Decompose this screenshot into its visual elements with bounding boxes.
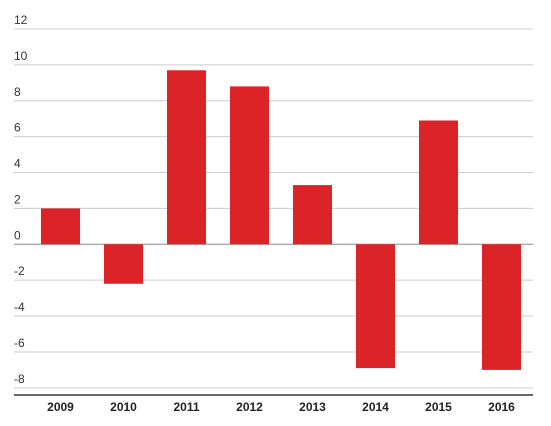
bar — [355, 244, 396, 369]
y-tick-label: 2 — [14, 192, 21, 206]
bar — [418, 120, 459, 245]
x-tick-label: 2015 — [425, 400, 452, 414]
y-tick-label: -8 — [14, 372, 25, 386]
bar — [40, 208, 81, 245]
bar — [166, 70, 207, 245]
y-tick-label: -6 — [14, 336, 25, 350]
y-tick-label: -4 — [14, 300, 25, 314]
x-tick-label: 2016 — [488, 400, 515, 414]
bar — [103, 244, 144, 284]
bar — [292, 185, 333, 245]
x-tick-label: 2014 — [362, 400, 389, 414]
y-tick-label: 4 — [14, 157, 21, 171]
y-tick-label: 12 — [14, 13, 28, 27]
y-tick-label: -2 — [14, 264, 25, 278]
y-tick-label: 8 — [14, 85, 21, 99]
x-tick-label: 2009 — [47, 400, 74, 414]
x-tick-label: 2010 — [110, 400, 137, 414]
bar — [481, 244, 522, 370]
y-tick-label: 10 — [14, 49, 28, 63]
y-tick-label: 0 — [14, 228, 21, 242]
y-tick-label: 6 — [14, 121, 21, 135]
x-tick-label: 2012 — [236, 400, 263, 414]
x-tick-label: 2011 — [173, 400, 199, 414]
x-tick-label: 2013 — [299, 400, 326, 414]
bar — [229, 86, 270, 245]
